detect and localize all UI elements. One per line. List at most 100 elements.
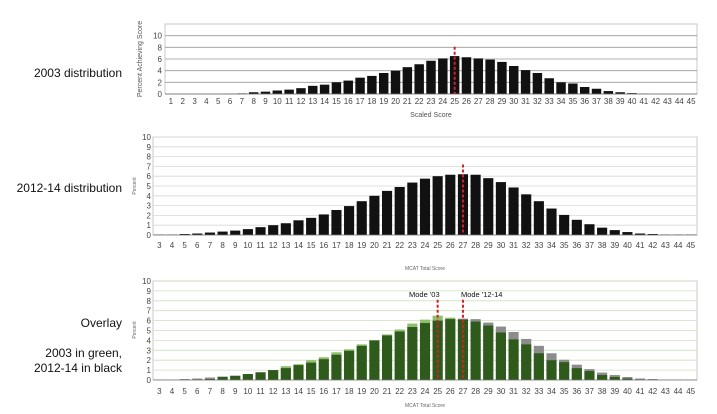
x-tick-label: 20: [370, 241, 379, 250]
y-tick-label: 1: [147, 221, 152, 230]
y-tick-label: 4: [158, 67, 163, 76]
x-tick-label: 34: [547, 241, 556, 250]
x-tick-label: 20: [391, 97, 400, 106]
bar-overlap: [369, 340, 379, 380]
bar: [308, 86, 317, 94]
x-tick-label: 4: [204, 97, 209, 106]
x-axis-title: MCAT Total Score: [405, 403, 445, 409]
bar-overlap: [357, 346, 367, 380]
bar: [474, 58, 483, 94]
bar-overlap: [471, 322, 481, 380]
x-tick-label: 8: [251, 97, 256, 106]
bar-overlap: [395, 331, 405, 380]
x-tick-label: 44: [674, 387, 683, 396]
x-tick-label: 21: [403, 97, 412, 106]
x-tick-label: 36: [572, 387, 581, 396]
y-tick-label: 5: [147, 182, 152, 191]
bar: [243, 229, 253, 235]
x-tick-label: 10: [273, 97, 282, 106]
bar-overlap: [331, 355, 341, 380]
x-tick-label: 18: [345, 387, 354, 396]
bar: [391, 71, 400, 94]
bar-overlap: [319, 359, 329, 380]
bar: [255, 227, 265, 235]
y-tick-label: 0: [147, 376, 152, 385]
bar-overlap: [218, 377, 228, 380]
x-tick-label: 45: [687, 97, 696, 106]
y-tick-label: 4: [147, 336, 152, 345]
x-tick-label: 22: [395, 241, 404, 250]
y-tick-label: 4: [147, 192, 152, 201]
x-tick-label: 16: [319, 387, 328, 396]
x-tick-label: 42: [648, 241, 657, 250]
x-tick-label: 7: [208, 241, 213, 250]
x-tick-label: 33: [534, 241, 543, 250]
x-tick-label: 31: [509, 241, 518, 250]
bar: [403, 67, 412, 94]
x-tick-label: 40: [623, 387, 632, 396]
y-axis-title: Percent: [132, 177, 138, 195]
x-tick-label: 32: [533, 97, 542, 106]
bar: [281, 223, 291, 235]
x-tick-label: 37: [585, 241, 594, 250]
bar: [462, 57, 471, 94]
x-tick-label: 7: [240, 97, 245, 106]
x-tick-label: 14: [294, 241, 303, 250]
bar: [496, 182, 506, 235]
y-tick-label: 10: [142, 133, 151, 142]
bar: [331, 210, 341, 235]
bar: [622, 232, 632, 235]
bar: [592, 89, 601, 94]
x-tick-label: 6: [195, 241, 200, 250]
bar: [521, 194, 531, 235]
bar: [355, 78, 364, 94]
chart3-note-black: 2012-14 in black: [34, 361, 123, 375]
x-tick-label: 30: [496, 241, 505, 250]
bar: [597, 228, 607, 235]
x-tick-label: 10: [243, 387, 252, 396]
x-tick-label: 11: [256, 387, 265, 396]
x-tick-label: 45: [686, 387, 695, 396]
x-tick-label: 43: [661, 387, 670, 396]
x-tick-label: 28: [471, 241, 480, 250]
bar-overlap: [420, 323, 430, 380]
x-tick-label: 31: [521, 97, 530, 106]
bar: [382, 191, 392, 235]
y-tick-label: 2: [147, 356, 152, 365]
x-tick-label: 26: [446, 387, 455, 396]
x-tick-label: 43: [663, 97, 672, 106]
bar: [407, 183, 417, 235]
y-tick-label: 6: [147, 317, 152, 326]
x-tick-label: 16: [319, 241, 328, 250]
x-tick-label: 19: [357, 387, 366, 396]
bar: [580, 87, 589, 94]
x-tick-label: 15: [307, 241, 316, 250]
bar-overlap: [268, 370, 278, 380]
x-tick-label: 10: [243, 241, 252, 250]
bar-overlap: [559, 362, 569, 380]
x-tick-label: 27: [459, 387, 468, 396]
y-tick-label: 0: [158, 90, 163, 99]
x-tick-label: 30: [496, 387, 505, 396]
bar: [433, 176, 443, 235]
x-tick-label: 12: [269, 387, 278, 396]
x-tick-label: 36: [572, 241, 581, 250]
chart1-side-label: 2003 distribution: [34, 66, 122, 80]
chart3-side-label: Overlay: [81, 316, 122, 330]
x-tick-label: 23: [408, 241, 417, 250]
bar: [230, 231, 240, 235]
x-tick-label: 24: [421, 241, 430, 250]
x-tick-label: 39: [610, 387, 619, 396]
bar: [218, 232, 228, 235]
x-tick-label: 39: [610, 241, 619, 250]
bar: [438, 58, 447, 94]
y-axis-title: Percent: [132, 321, 138, 339]
x-tick-label: 14: [320, 97, 329, 106]
bar-overlap: [243, 374, 253, 380]
x-tick-label: 26: [462, 97, 471, 106]
x-tick-label: 23: [408, 387, 417, 396]
chart2-side-label: 2012-14 distribution: [17, 181, 122, 195]
bar-overlap: [306, 363, 316, 380]
bar: [357, 201, 367, 235]
bar-overlap: [445, 319, 455, 380]
